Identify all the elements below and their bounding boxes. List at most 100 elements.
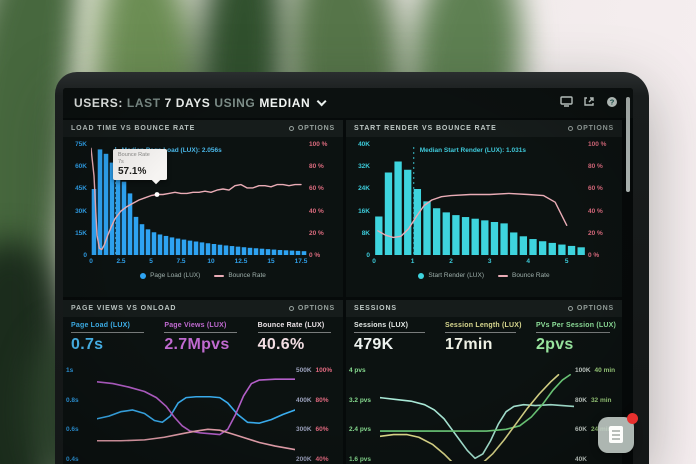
axis-tick: 3 (487, 258, 492, 265)
axis-tick: 2 (449, 258, 453, 265)
metric-session-length: Session Length (LUX) 17min (444, 322, 522, 353)
axis-tick: 30K (75, 207, 87, 215)
axis-tick: 100 % (309, 141, 328, 148)
axis-tick: 20 % (309, 229, 324, 237)
bounce-rate-tooltip: Bounce Rate 7s 57.1% (113, 148, 167, 180)
panel-title: SESSIONS (354, 305, 397, 312)
help-icon[interactable]: ? (605, 95, 619, 108)
legend-item[interactable]: Bounce Rate (214, 272, 266, 279)
axis-tick-pair: 300K 60% (296, 426, 329, 434)
metric-value: 2pvs (535, 336, 574, 353)
legend-line-icon (498, 274, 509, 277)
legend-line-icon (214, 274, 225, 277)
gear-icon (288, 126, 294, 131)
axis-tick: 12.5 (234, 258, 248, 265)
axis-tick: 100 % (588, 141, 607, 148)
start-render-chart[interactable] (374, 145, 586, 255)
panel-title: LOAD TIME VS BOUNCE RATE (71, 125, 196, 132)
gear-icon (288, 306, 294, 311)
axis-tick: 45K (75, 185, 87, 193)
legend-item[interactable]: Page Load (LUX) (140, 272, 200, 279)
axis-tick: 0 % (309, 251, 321, 259)
axis-tick: 1s (66, 367, 74, 374)
y-axis-left: 4 pvs 3.2 pvs 2.4 pvs 1.6 pvs (349, 367, 378, 463)
panel-start-render-vs-bounce-rate: START RENDER VS BOUNCE RATE OPTIONS 40K 3… (346, 120, 622, 297)
median-annotation: Median Start Render (LUX): 1.031s (419, 147, 526, 154)
legend-item[interactable]: Start Render (LUX) (418, 272, 484, 279)
metric-value: 17min (444, 336, 493, 353)
axis-tick: 20 % (588, 229, 603, 237)
scrollbar[interactable] (626, 97, 630, 192)
axis-tick: 8K (361, 229, 370, 237)
axis-tick: 4 (526, 258, 530, 265)
axis-tick: 24K (358, 185, 370, 193)
axis-tick: 0 (372, 258, 376, 265)
metrics-row: Page Load (LUX) 0.7s Page Views (LUX) 2.… (63, 317, 343, 363)
axis-tick: 10 (207, 258, 215, 265)
tooltip-series: Bounce Rate (118, 151, 150, 158)
panel-title: START RENDER VS BOUNCE RATE (354, 125, 497, 132)
axis-tick: 15 (267, 258, 275, 265)
monitor-icon[interactable] (559, 95, 573, 108)
chart-legend: Page Load (LUX) Bounce Rate (63, 272, 343, 279)
tooltip-x-value: 7s (118, 158, 124, 165)
metric-page-load: Page Load (LUX) 0.7s (63, 317, 156, 363)
metric-page-views: Page Views (LUX) 2.7Mpvs (156, 317, 249, 363)
axis-tick: 60 % (309, 185, 324, 193)
y-axis-right: 100 % 80 % 60 % 40 % 20 % 0 % (309, 141, 341, 259)
metric-value: 40.6% (257, 336, 305, 353)
axis-tick: 1 (410, 258, 415, 265)
axis-tick-pair: 100K 40 min (575, 367, 616, 374)
metrics-row: Sessions (LUX) 479K Session Length (LUX)… (346, 317, 622, 363)
axis-tick: 0.4s (66, 455, 79, 463)
x-axis: 0 2.5 5 7.5 10 12.5 15 17.5 (89, 258, 308, 267)
chart-legend: Start Render (LUX) Bounce Rate (346, 272, 622, 279)
panel-load-time-vs-bounce-rate: LOAD TIME VS BOUNCE RATE OPTIONS 75K 60K 4… (63, 120, 343, 297)
legend-dot-icon (140, 272, 147, 279)
y-axis-right: 100 % 80 % 60 % 40 % 20 % 0 % (588, 141, 620, 259)
axis-tick: 17.5 (294, 258, 308, 265)
axis-tick: 60K (75, 163, 87, 171)
axis-tick: 1.6 pvs (349, 455, 372, 463)
capture-overlay-button[interactable] (598, 413, 638, 453)
legend-dot-icon (418, 272, 425, 279)
axis-tick: 32K (358, 163, 370, 171)
legend-item[interactable]: Bounce Rate (498, 272, 550, 279)
metric-value: 2.7Mpvs (164, 336, 230, 353)
axis-tick: 5 (564, 258, 569, 265)
metric-sessions: Sessions (LUX) 479K (346, 317, 437, 363)
y-axis-left: 75K 60K 45K 30K 15K 0 (63, 141, 87, 259)
axis-tick: 5 (149, 258, 153, 265)
y-axis-right: 500K 100% 400K 80% 300K 60% 200K 40% (296, 367, 341, 463)
axis-tick: 80 % (588, 163, 603, 171)
title-metric: MEDIAN (259, 96, 311, 110)
axis-tick: 3.2 pvs (349, 396, 372, 404)
options-button-start-render[interactable]: OPTIONS (567, 125, 614, 132)
axis-tick: 2.4 pvs (349, 426, 372, 434)
load-time-chart[interactable] (90, 145, 307, 255)
chevron-down-icon (316, 96, 327, 107)
notification-badge (627, 413, 638, 424)
dashboard-title-dropdown[interactable]: USERS: LAST 7 DAYS USING MEDIAN (74, 96, 327, 110)
axis-tick: 60 % (588, 185, 603, 193)
axis-tick: 75K (75, 141, 87, 148)
axis-tick: 4 pvs (349, 367, 366, 374)
axis-tick: 0 (89, 258, 93, 265)
axis-tick: 15K (75, 229, 87, 237)
metric-value: 0.7s (71, 336, 104, 353)
axis-tick: 0 (83, 251, 87, 259)
sessions-chart[interactable] (379, 373, 575, 464)
axis-tick-pair: 80K 32 min (575, 396, 612, 404)
share-icon[interactable] (582, 95, 596, 108)
y-axis-left: 40K 32K 24K 16K 8K 0 (346, 141, 370, 259)
axis-tick-pair: 200K 40% (296, 455, 329, 463)
page-views-onload-chart[interactable] (96, 373, 296, 461)
options-button-page-views[interactable]: OPTIONS (288, 305, 335, 312)
document-icon (609, 426, 623, 443)
options-button-load-time[interactable]: OPTIONS (288, 125, 335, 132)
options-button-sessions[interactable]: OPTIONS (567, 305, 614, 312)
metric-bounce-rate: Bounce Rate (LUX) 40.6% (250, 317, 343, 363)
svg-text:?: ? (610, 97, 615, 106)
axis-tick: 40 % (309, 207, 324, 215)
